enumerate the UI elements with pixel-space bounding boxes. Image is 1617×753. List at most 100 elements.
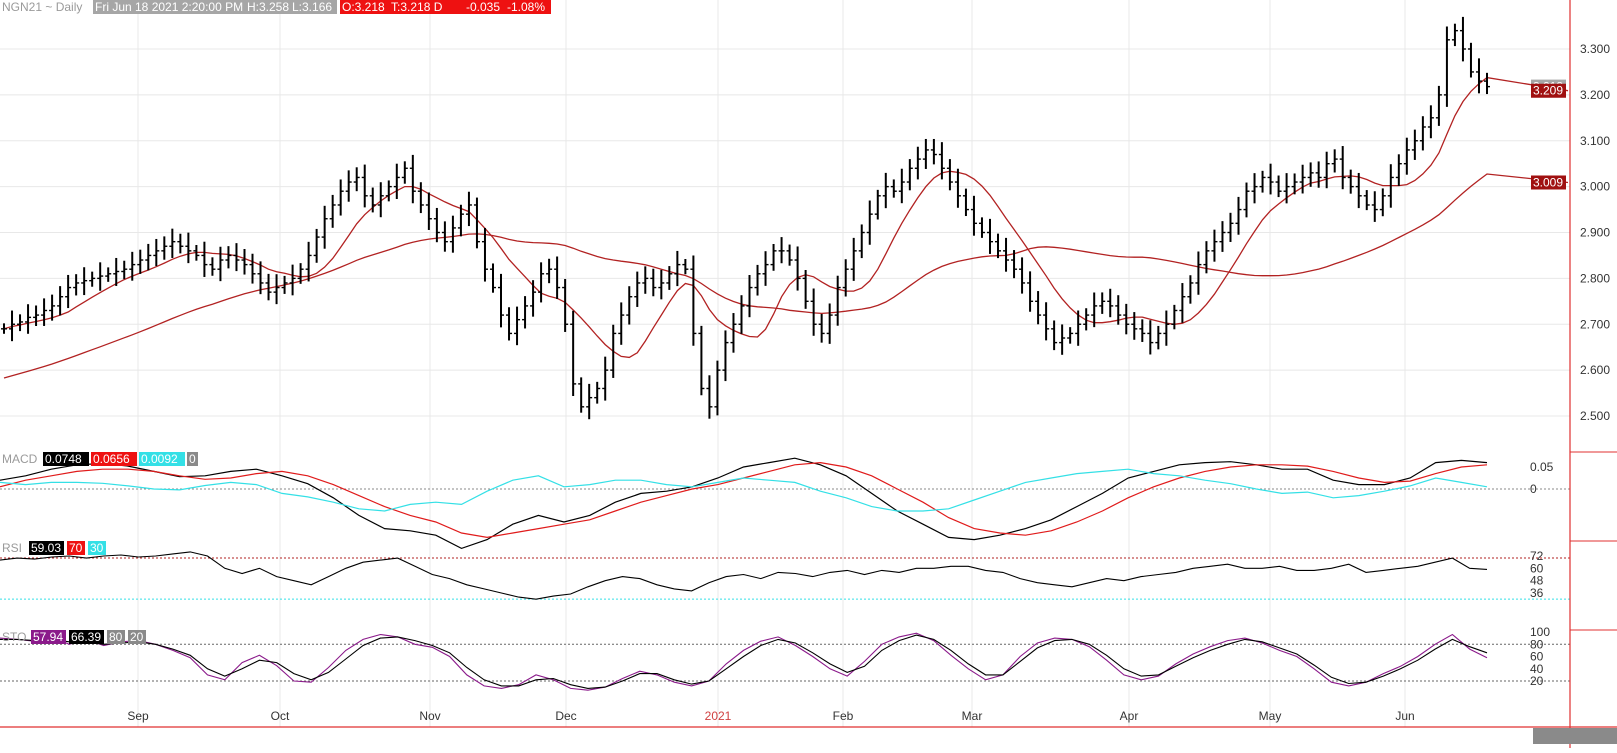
sto-lower-box — [128, 630, 146, 644]
price-bar — [1, 323, 7, 334]
price-bar — [1331, 149, 1338, 173]
price-bar — [177, 233, 184, 254]
price-bar — [610, 324, 617, 378]
signal-value-box — [91, 452, 137, 466]
hist-value: 0.0092 — [141, 452, 178, 466]
price-bar — [201, 241, 208, 277]
price-bar — [1147, 320, 1154, 355]
price-bar — [906, 159, 913, 191]
price-bar — [1275, 175, 1282, 198]
price-bar — [762, 251, 769, 286]
price-bar — [1043, 302, 1050, 341]
price-bar — [289, 264, 296, 296]
price-header: NGN21 ~ Daily Fri Jun 18 2021 2:20:00 PM… — [2, 0, 551, 14]
price-bar — [1019, 257, 1026, 294]
price-bar — [1307, 162, 1314, 187]
price-bar — [834, 275, 841, 326]
price-bar — [954, 168, 961, 208]
price-bar — [1075, 310, 1082, 346]
price-tick-label: 3.300 — [1580, 42, 1610, 56]
price-bar — [1363, 190, 1370, 211]
x-axis-label: Oct — [271, 709, 290, 723]
price-bar — [305, 241, 312, 282]
price-bar — [1459, 16, 1466, 62]
rsi-tick-label: 36 — [1530, 586, 1544, 600]
price-tick-label: 2.600 — [1580, 363, 1610, 377]
price-bar — [409, 154, 416, 204]
price-bar — [682, 258, 689, 275]
price-bar — [97, 262, 104, 291]
high-label: H:3.258 — [247, 0, 289, 14]
price-bar — [850, 237, 857, 281]
scrollbar-thumb[interactable] — [1533, 728, 1617, 744]
price-bar — [489, 263, 496, 293]
price-bar — [217, 246, 224, 282]
price-bar — [1059, 324, 1066, 355]
price-bar — [1171, 304, 1178, 330]
price-bar — [1419, 116, 1426, 151]
x-axis-label: May — [1259, 709, 1282, 723]
price-bar — [441, 221, 448, 252]
price-bar — [818, 313, 825, 343]
price-bar — [273, 274, 280, 305]
price-bar — [578, 377, 585, 413]
price-bar — [417, 182, 424, 214]
price-bar — [1003, 237, 1010, 272]
price-tick-label: 3.200 — [1580, 88, 1610, 102]
price-bar — [1235, 196, 1242, 235]
price-bar — [1251, 173, 1258, 204]
ohlc-box — [340, 0, 551, 14]
price-bar — [530, 280, 537, 317]
price-bar — [137, 249, 144, 274]
price-bars-layer — [1, 16, 1490, 420]
price-bar — [1211, 229, 1218, 262]
price-bar — [65, 274, 72, 309]
price-bar — [225, 246, 232, 269]
price-bar — [810, 288, 817, 336]
sto-d-box — [69, 630, 104, 644]
price-bar — [121, 260, 128, 280]
price-bar — [602, 356, 609, 401]
price-bar — [41, 298, 48, 326]
price-bar — [1139, 319, 1146, 342]
price-bar — [626, 286, 633, 325]
x-axis-label: Sep — [127, 709, 149, 723]
price-bar — [898, 168, 905, 204]
price-bar — [481, 227, 488, 282]
price-bar — [1347, 169, 1354, 194]
price-bar — [706, 375, 713, 419]
rsi-lower-box — [88, 541, 106, 555]
price-bar — [698, 325, 705, 396]
price-bar — [738, 295, 745, 334]
price-bar — [425, 192, 432, 230]
macd-tick-label: 0.05 — [1530, 460, 1554, 474]
x-axis-label: Apr — [1120, 709, 1139, 723]
price-bar — [1379, 188, 1386, 217]
price-bar — [1123, 303, 1130, 335]
price-bar — [1475, 58, 1482, 94]
price-bar — [1267, 163, 1274, 195]
price-bar — [1323, 151, 1330, 189]
price-bar — [17, 314, 24, 332]
price-bar — [1387, 164, 1394, 208]
stochastic-header: STO 57.94 66.39 80 20 — [2, 630, 146, 644]
price-bar — [722, 330, 729, 382]
price-bar — [618, 302, 625, 345]
price-bar — [1299, 164, 1306, 194]
price-bar — [1131, 312, 1138, 340]
price-bar — [1427, 105, 1434, 139]
sto-tick-label: 20 — [1530, 674, 1544, 688]
price-tick-label: 2.500 — [1580, 409, 1610, 423]
price-bar — [642, 266, 649, 294]
sto-tick-label: 40 — [1530, 662, 1544, 676]
price-bar — [185, 232, 192, 264]
price-bar — [345, 170, 352, 202]
price-bar — [297, 263, 304, 284]
price-bar — [369, 187, 376, 213]
rsi-tick-label: 48 — [1530, 574, 1544, 588]
price-bar — [986, 218, 993, 254]
price-bar — [265, 273, 272, 301]
reference-lines — [0, 488, 1570, 682]
rsi-value: 59.03 — [31, 541, 61, 555]
